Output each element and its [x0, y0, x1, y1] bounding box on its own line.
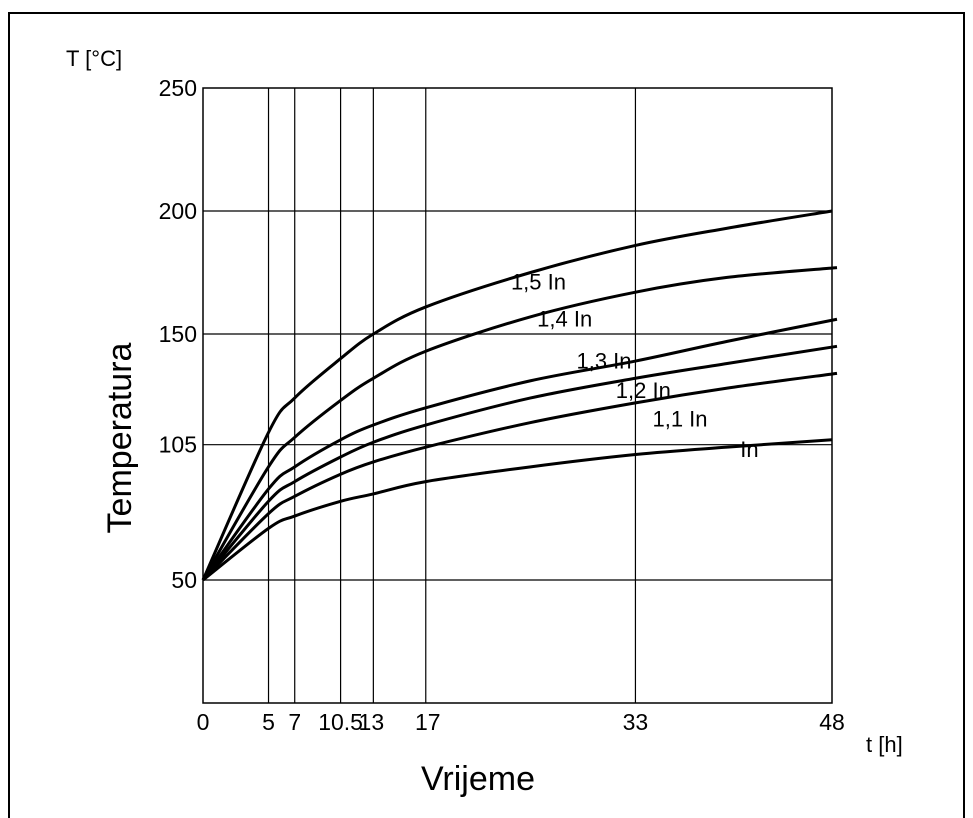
x-tick-label: 5	[262, 709, 275, 735]
x-tick-label: 48	[819, 709, 845, 735]
series-label: 1,1 In	[652, 406, 707, 431]
series-line	[201, 344, 838, 581]
y-tick-label: 200	[159, 198, 197, 224]
grid	[203, 88, 832, 703]
series-line	[201, 266, 838, 581]
x-tick-label: 7	[288, 709, 301, 735]
series-label: In	[740, 437, 758, 462]
series-lines	[201, 209, 838, 582]
x-tick-label: 33	[623, 709, 649, 735]
series-line	[201, 209, 833, 581]
series-labels: 1,5 In 1,4 In 1,3 In 1,2 In 1,1 In In	[511, 270, 759, 462]
series-line	[202, 438, 833, 582]
y-tick-labels: 50 105 150 200 250	[159, 75, 197, 593]
y-tick-label: 50	[171, 567, 197, 593]
series-label: 1,2 In	[616, 378, 671, 403]
x-tick-label: 13	[359, 709, 385, 735]
y-axis-label: Temperatura	[101, 342, 139, 533]
series-line	[201, 317, 838, 581]
series-label: 1,3 In	[576, 348, 631, 373]
y-axis-unit: T [°C]	[66, 46, 122, 71]
x-axis-label: Vrijeme	[421, 760, 535, 798]
x-tick-label: 17	[415, 709, 441, 735]
x-tick-labels: 0 5 7 10.513 17 33 48	[197, 709, 845, 735]
x-tick-label: 0	[197, 709, 210, 735]
y-tick-label: 250	[159, 75, 197, 101]
x-axis-unit: t [h]	[866, 732, 903, 757]
y-tick-label: 150	[159, 321, 197, 347]
series-label: 1,5 In	[511, 270, 566, 295]
x-tick-label: 10.5	[318, 709, 363, 735]
y-tick-label: 105	[159, 432, 197, 458]
plot-area	[202, 87, 833, 704]
chart-frame	[8, 12, 965, 818]
series-line	[201, 371, 838, 582]
series-label: 1,4 In	[537, 307, 592, 332]
